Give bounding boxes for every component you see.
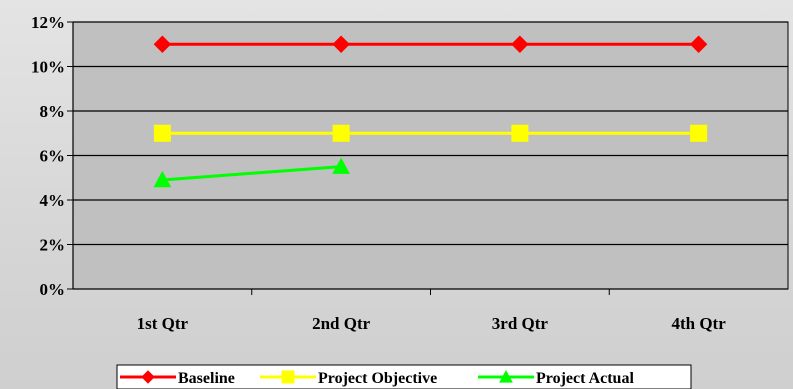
series-2-point-4	[690, 124, 708, 142]
legend-swatch-marker-1	[141, 370, 155, 384]
y-tick-label-2: 2%	[40, 236, 66, 255]
y-tick-label-0: 0%	[40, 280, 66, 299]
gridlines	[73, 21, 788, 246]
series-2-point-2	[332, 124, 350, 142]
series-2-point-1	[153, 124, 171, 142]
series-3-point-2	[332, 157, 350, 174]
x-tick-label-4: 4th Qtr	[671, 314, 726, 333]
y-tick-label-4: 4%	[40, 191, 66, 210]
x-tick-label-2: 2nd Qtr	[312, 314, 371, 333]
series-1-point-1	[153, 35, 172, 53]
legend-box	[116, 364, 692, 389]
legend-label-2: Project Objective	[318, 370, 437, 387]
x-tick-label-1: 1st Qtr	[137, 314, 189, 333]
series-1-point-2	[332, 35, 350, 53]
series-3-point-1	[153, 170, 172, 188]
y-tick-label-6: 6%	[40, 147, 66, 166]
legend-label-3: Project Actual	[536, 370, 634, 387]
y-tick-label-8: 8%	[40, 102, 66, 121]
x-tick-label-3: 3rd Qtr	[492, 314, 549, 333]
y-axis-tick-labels: 0% 2% 4% 6% 8% 10% 12%	[31, 13, 65, 299]
x-axis-tick-labels: 1st Qtr 2nd Qtr 3rd Qtr 4th Qtr	[137, 314, 727, 333]
legend: Baseline Project Objective Project Actual	[116, 364, 692, 389]
legend-swatch-marker-3	[499, 369, 513, 383]
legend-label-1: Baseline	[178, 370, 235, 387]
series-line-3	[162, 165, 342, 182]
series-2-point-3	[511, 124, 529, 142]
legend-swatch-marker-2	[281, 370, 295, 384]
y-tick-label-10: 10%	[31, 58, 65, 77]
y-tick-label-12: 12%	[31, 13, 65, 32]
series-layer	[153, 35, 708, 188]
axes	[67, 21, 788, 295]
series-1-point-4	[689, 35, 708, 53]
series-1-point-3	[511, 35, 529, 53]
